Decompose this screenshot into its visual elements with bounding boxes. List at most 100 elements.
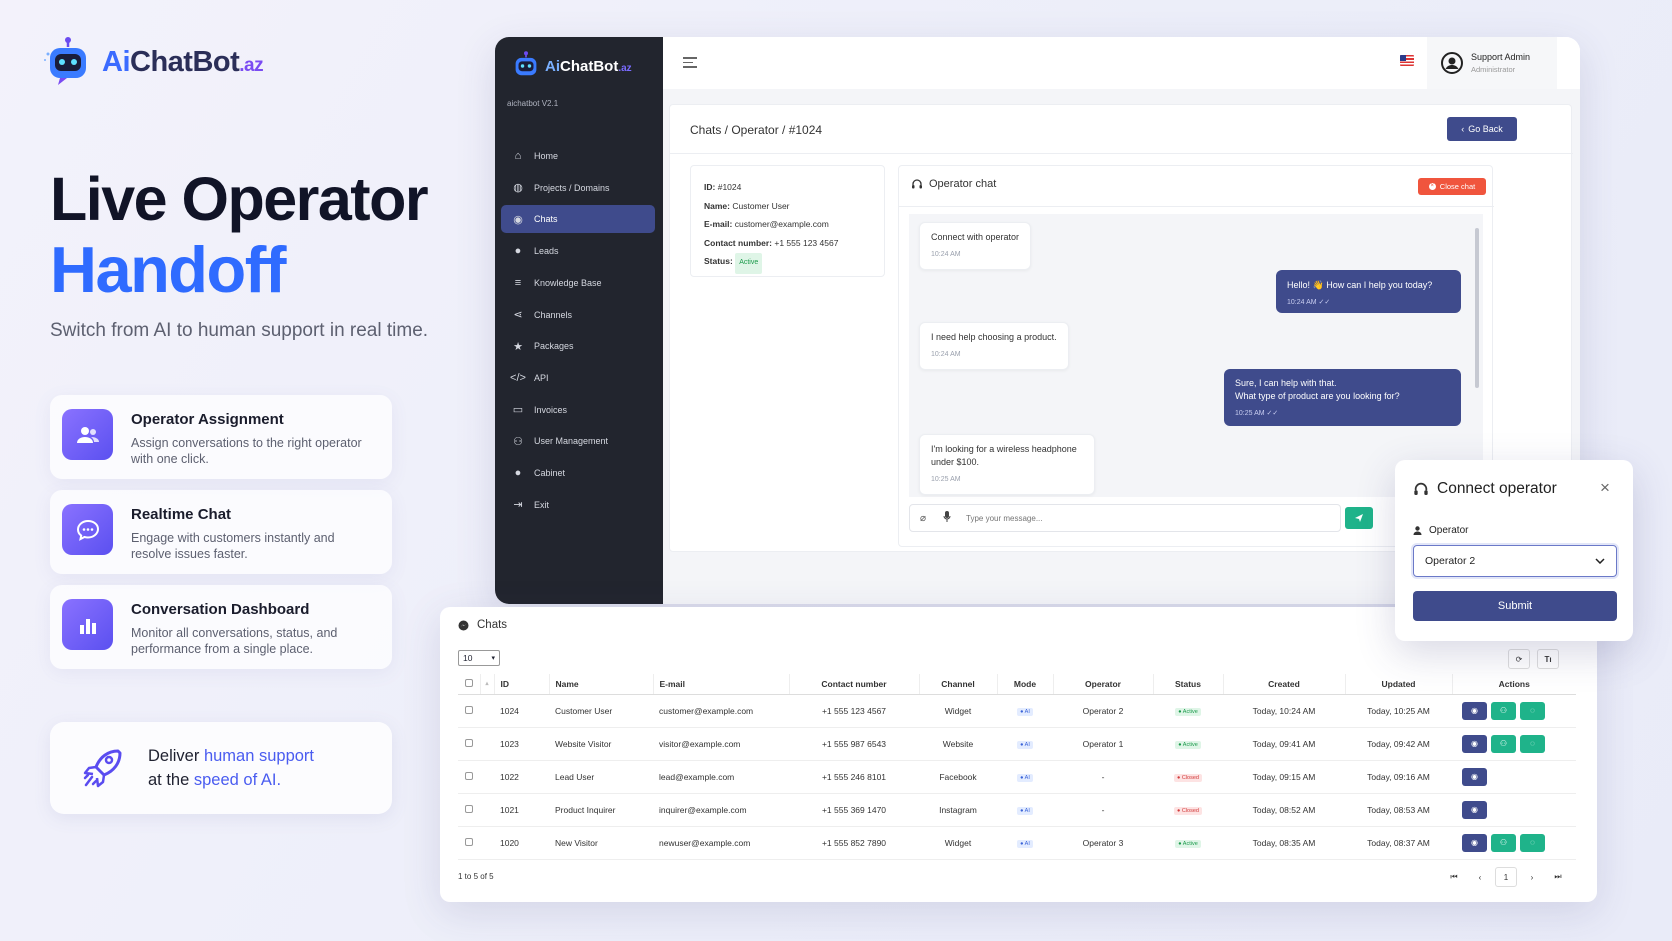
col-mode[interactable]: Mode xyxy=(997,674,1054,695)
chat-button[interactable]: ◌ xyxy=(1520,833,1545,852)
microphone-icon[interactable] xyxy=(936,509,958,527)
user-menu[interactable]: Support Admin Administrator xyxy=(1427,37,1557,89)
cell-name: Lead User xyxy=(549,760,653,794)
sidebar-item-invoices[interactable]: ▭ Invoices xyxy=(501,396,655,424)
col-updated[interactable]: Updated xyxy=(1345,674,1453,695)
feature-title: Realtime Chat xyxy=(131,506,232,523)
sidebar-item-home[interactable]: ⌂ Home xyxy=(501,142,655,170)
chat-button[interactable]: ◌ xyxy=(1520,701,1545,720)
feature-desc: Monitor all conversations, status, and p… xyxy=(131,626,338,656)
status-badge: ● Closed xyxy=(1174,774,1202,782)
sidebar-item-projects-domains[interactable]: ◍ Projects / Domains xyxy=(501,174,655,202)
row-checkbox[interactable] xyxy=(465,837,473,846)
row-checkbox[interactable] xyxy=(465,771,473,780)
messages-area[interactable]: Connect with operator 10:24 AM Hello! 👋 H… xyxy=(909,214,1483,497)
sidebar-item-leads[interactable]: ● Leads xyxy=(501,237,655,265)
col-id[interactable]: ID xyxy=(494,674,550,695)
table-row[interactable]: 1020 New Visitor newuser@example.com +1 555… xyxy=(458,826,1576,860)
sidebar-item-chats[interactable]: ◉ Chats xyxy=(501,205,655,234)
go-back-button[interactable]: ‹ Go Back xyxy=(1447,117,1517,141)
message-input[interactable] xyxy=(966,513,1326,523)
connect-operator-modal: Connect operator × Operator Operator 2 S… xyxy=(1395,460,1633,641)
headset-icon xyxy=(912,179,922,189)
eye-icon: ◉ xyxy=(1471,772,1478,781)
page-number-button[interactable]: 1 xyxy=(1495,867,1517,887)
text-size-icon: Tı xyxy=(1544,654,1552,664)
chat-icon xyxy=(62,504,113,555)
cell-channel: Widget xyxy=(919,826,997,860)
chat-info-card: ID: #1024 Name: Customer User E-mail: cu… xyxy=(690,165,885,277)
sidebar-item-channels[interactable]: ⋖ Channels xyxy=(501,301,655,329)
row-checkbox[interactable] xyxy=(465,705,473,714)
submit-button[interactable]: Submit xyxy=(1413,591,1617,621)
sidebar-item-cabinet[interactable]: ● Cabinet xyxy=(501,459,655,487)
brand-logo: AiChatBot.az xyxy=(42,36,264,88)
flag-us-icon[interactable] xyxy=(1400,55,1414,66)
hero-title: Live Operator xyxy=(50,165,429,233)
refresh-button[interactable]: ⟳ xyxy=(1508,649,1530,669)
chevron-down-icon xyxy=(1595,558,1605,564)
sidebar-item-exit[interactable]: ⇥ Exit xyxy=(501,491,655,519)
home-icon: ⌂ xyxy=(514,150,522,162)
row-checkbox[interactable] xyxy=(465,738,473,747)
page-size-select[interactable]: 10 ▾ xyxy=(458,650,500,666)
sidebar-item-knowledge-base[interactable]: ≡ Knowledge Base xyxy=(501,269,655,297)
chat-title: Operator chat xyxy=(911,178,996,190)
sidebar-item-label: Home xyxy=(534,151,559,161)
user-icon xyxy=(1413,526,1422,535)
column-settings-button[interactable]: Tı xyxy=(1537,649,1559,669)
sort-icon[interactable]: ▴ xyxy=(480,674,495,695)
cell-actions: ◉ xyxy=(1452,793,1576,827)
modal-title: Connect operator xyxy=(1413,480,1557,498)
view-button[interactable]: ◉ xyxy=(1462,767,1487,786)
col-channel[interactable]: Channel xyxy=(919,674,998,695)
table-row[interactable]: 1021 Product Inquirer inquirer@example.com… xyxy=(458,793,1576,827)
first-page-button[interactable]: ⏮ xyxy=(1443,867,1465,887)
col-operator[interactable]: Operator xyxy=(1053,674,1154,695)
cell-actions: ◉ ⚇ ◌ xyxy=(1452,694,1576,728)
view-button[interactable]: ◉ xyxy=(1462,800,1487,819)
table-row[interactable]: 1023 Website Visitor visitor@example.com +1… xyxy=(458,727,1576,761)
view-button[interactable]: ◉ xyxy=(1462,734,1487,753)
cell-created: Today, 08:52 AM xyxy=(1223,793,1345,827)
next-page-button[interactable]: › xyxy=(1521,867,1543,887)
cell-operator: - xyxy=(1053,760,1153,794)
col-created[interactable]: Created xyxy=(1223,674,1346,695)
assign-operator-button[interactable]: ⚇ xyxy=(1491,833,1516,852)
operator-select[interactable]: Operator 2 xyxy=(1413,545,1617,577)
cell-name: Website Visitor xyxy=(549,727,653,761)
cell-actions: ◉ ⚇ ◌ xyxy=(1452,826,1576,860)
close-icon[interactable]: × xyxy=(1600,478,1610,497)
eye-icon: ◉ xyxy=(1471,739,1478,748)
table-row[interactable]: 1022 Lead User lead@example.com +1 555 246 … xyxy=(458,760,1576,794)
col-status[interactable]: Status xyxy=(1153,674,1224,695)
status-badge: Active xyxy=(735,253,763,274)
assign-operator-button[interactable]: ⚇ xyxy=(1491,701,1516,720)
sidebar-item-user-management[interactable]: ⚇ User Management xyxy=(501,427,655,455)
customer-contact: +1 555 123 4567 xyxy=(774,237,839,248)
col-name[interactable]: Name xyxy=(549,674,654,695)
prev-page-button[interactable]: ‹ xyxy=(1469,867,1491,887)
code-icon: </> xyxy=(510,371,526,384)
paperclip-icon[interactable]: ⌀ xyxy=(919,512,927,524)
row-checkbox[interactable] xyxy=(465,804,473,813)
sidebar-item-packages[interactable]: ★ Packages xyxy=(501,332,655,360)
menu-toggle-icon[interactable] xyxy=(683,57,697,68)
select-all-checkbox[interactable] xyxy=(464,678,473,687)
breadcrumb: Chats / Operator / #1024 xyxy=(690,123,823,137)
last-page-button[interactable]: ⏭ xyxy=(1547,867,1569,887)
close-chat-button[interactable]: × Close chat xyxy=(1418,178,1486,195)
view-button[interactable]: ◉ xyxy=(1462,833,1487,852)
chats-table-card: Chats 10 ▾ ⟳ Tı ▴ ID Name E-mail Contact … xyxy=(440,607,1597,902)
sidebar-item-api[interactable]: </> API xyxy=(501,364,655,392)
assign-operator-button[interactable]: ⚇ xyxy=(1491,734,1516,753)
sidebar-item-label: User Management xyxy=(534,436,609,447)
status-badge: ● Active xyxy=(1175,708,1201,716)
view-button[interactable]: ◉ xyxy=(1462,701,1487,720)
col-email[interactable]: E-mail xyxy=(653,674,790,695)
chat-button[interactable]: ◌ xyxy=(1520,734,1545,753)
messages-scrollbar[interactable] xyxy=(1475,228,1479,388)
send-button[interactable] xyxy=(1345,507,1373,529)
col-contact[interactable]: Contact number xyxy=(789,674,920,695)
table-row[interactable]: 1024 Customer User customer@example.com +1 … xyxy=(458,694,1576,728)
